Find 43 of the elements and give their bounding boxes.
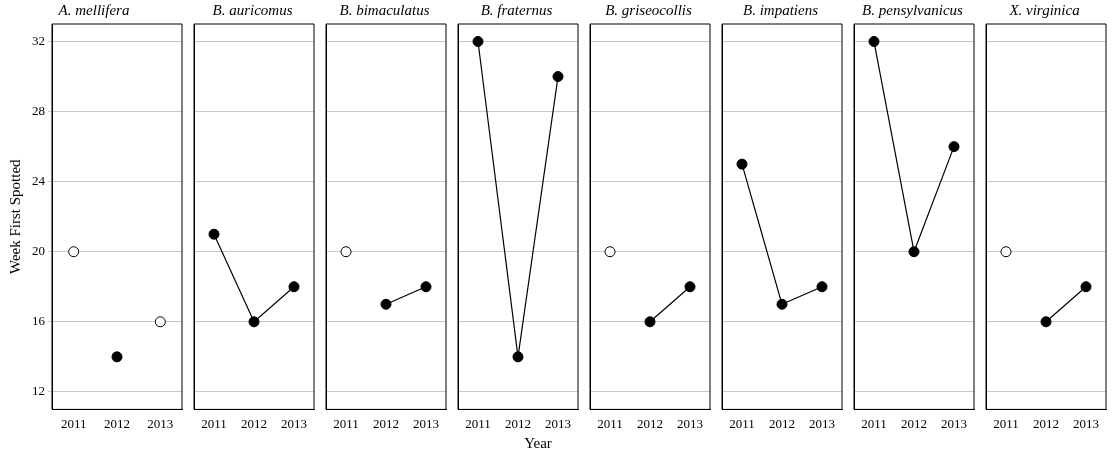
chart-title: B. fraternus bbox=[480, 1, 553, 18]
chart-title: X. virginica bbox=[1008, 1, 1080, 18]
x-tick-label: 2013 bbox=[413, 415, 439, 431]
y-tick-label: 24 bbox=[32, 173, 46, 189]
x-tick-label: 2011 bbox=[597, 415, 623, 431]
x-tick-label: 2012 bbox=[241, 415, 267, 431]
x-axis-title: Year bbox=[523, 435, 553, 452]
x-tick-label: 2011 bbox=[465, 415, 491, 431]
x-tick-label: 2013 bbox=[281, 415, 307, 431]
x-tick-label: 2012 bbox=[901, 415, 927, 431]
x-tick-label: 2012 bbox=[637, 415, 663, 431]
chart-title: B. auricomus bbox=[212, 1, 293, 18]
x-tick-label: 2013 bbox=[809, 415, 835, 431]
y-tick-label: 28 bbox=[32, 103, 45, 119]
y-tick-label: 12 bbox=[32, 383, 45, 399]
chart-title: B. impatiens bbox=[743, 1, 819, 18]
y-tick-label: 16 bbox=[32, 313, 46, 329]
x-tick-label: 2012 bbox=[769, 415, 795, 431]
x-tick-label: 2011 bbox=[201, 415, 227, 431]
y-tick-label: 20 bbox=[32, 243, 45, 259]
point bbox=[111, 351, 123, 363]
x-tick-label: 2013 bbox=[941, 415, 967, 431]
point bbox=[68, 246, 80, 258]
x-tick-label: 2012 bbox=[373, 415, 399, 431]
x-tick-label: 2011 bbox=[333, 415, 359, 431]
x-tick-label: 2011 bbox=[861, 415, 887, 431]
chart-title: B. griseocollis bbox=[605, 1, 692, 18]
x-tick-label: 2011 bbox=[729, 415, 755, 431]
x-tick-label: 2013 bbox=[677, 415, 703, 431]
x-tick-label: 2013 bbox=[1073, 415, 1099, 431]
x-tick-label: 2012 bbox=[104, 415, 130, 431]
x-tick-label: 2011 bbox=[60, 415, 87, 431]
y-axis-title: Week First Spotted bbox=[6, 158, 23, 275]
x-tick-label: 2011 bbox=[993, 415, 1019, 431]
x-tick-label: 2012 bbox=[505, 415, 531, 431]
point bbox=[154, 316, 166, 328]
x-tick-label: 2013 bbox=[545, 415, 571, 431]
x-tick-label: 2013 bbox=[147, 415, 174, 431]
y-tick-label: 32 bbox=[32, 32, 45, 48]
x-tick-label: 2012 bbox=[1033, 415, 1059, 431]
chart-title: B. pensylvanicus bbox=[862, 1, 964, 18]
chart-title: B. bimaculatus bbox=[339, 1, 430, 18]
chart-title: A. mellifera bbox=[57, 1, 130, 18]
